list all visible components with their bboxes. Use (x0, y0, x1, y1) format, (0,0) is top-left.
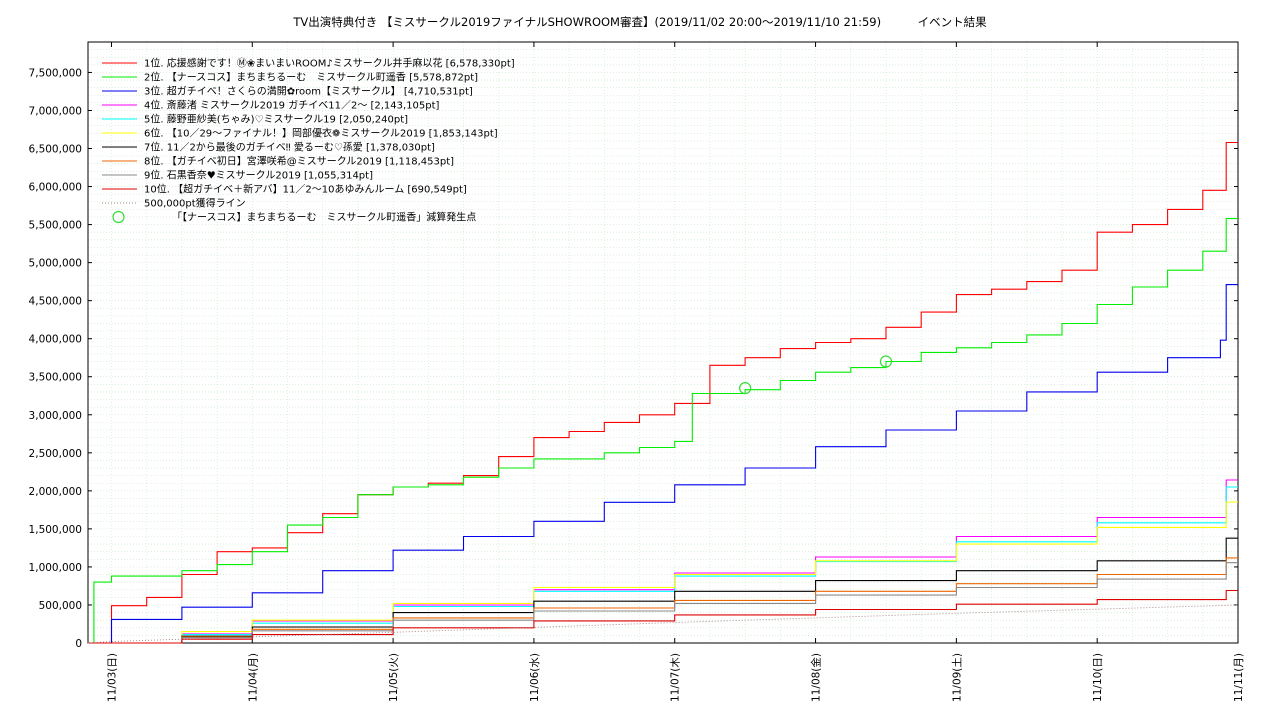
series-line (88, 486, 1238, 644)
y-tick-label: 1,000,000 (29, 562, 82, 574)
y-tick-label: 3,000,000 (29, 410, 82, 422)
x-tick-label: 11/05(火) (388, 653, 400, 702)
series-line (88, 479, 1238, 644)
legend-label: 10位. 【超ガチイベ＋新アバ】11／2～10あゆみんルーム [690,549p… (144, 183, 467, 196)
y-tick-label: 6,000,000 (29, 182, 82, 194)
legend-label: 9位. 石黒香奈♥ミスサークル2019 [1,055,314pt] (144, 169, 373, 182)
series-line (88, 284, 1238, 644)
y-tick-label: 0 (75, 638, 82, 650)
y-tick-label: 500,000 (39, 600, 82, 612)
legend-label: 2位. 【ナースコス】まちまちるーむ ミスサークル町遥香 [5,578,872p… (144, 71, 478, 84)
x-tick-label: 11/06(水) (529, 653, 541, 702)
x-tick-label: 11/10(日) (1092, 653, 1104, 702)
y-tick-label: 7,500,000 (29, 67, 82, 79)
legend-marker-swatch (112, 210, 125, 224)
x-tick-label: 11/07(木) (670, 653, 682, 702)
y-tick-label: 5,500,000 (29, 220, 82, 232)
legend-label: 6位. 【10／29～ファイナル！】岡部優衣❁ミスサークル2019 [1,853… (144, 127, 498, 140)
plot-frame (87, 41, 1239, 644)
series-line (88, 501, 1238, 644)
y-tick-label: 4,500,000 (29, 296, 82, 308)
series-line (88, 218, 1238, 644)
y-tick-label: 3,500,000 (29, 372, 82, 384)
x-tick-label: 11/11(月) (1233, 653, 1245, 702)
series-line (87, 604, 1239, 644)
legend-label: 「【ナースコス】まちまちるーむ ミスサークル町遥香」減算発生点 (172, 211, 476, 224)
y-tick-label: 1,500,000 (29, 524, 82, 536)
y-tick-label: 2,500,000 (29, 448, 82, 460)
decrement-marker (879, 355, 893, 368)
legend-label: 5位. 藤野亜紗美(ちゃみ)♡ミスサークル19 [2,050,240pt] (144, 113, 408, 126)
x-tick-label: 11/04(月) (247, 653, 259, 702)
legend-label: 1位. 応援感謝です！Ⓜ❀まいまいROOM♪ミスサークル井手麻以花 [6,578… (144, 57, 515, 70)
y-tick-label: 7,000,000 (29, 105, 82, 117)
y-tick-label: 5,000,000 (29, 258, 82, 270)
x-tick-label: 11/03(日) (106, 653, 118, 702)
legend-label: 8位. 【ガチイベ初日】宮澤咲希@ミスサークル2019 [1,118,453pt… (144, 155, 454, 168)
legend-label: 4位. 斎藤渚 ミスサークル2019 ガチイベ11／2～ [2,143,105p… (144, 99, 440, 112)
y-tick-label: 4,000,000 (29, 334, 82, 346)
series-line (88, 537, 1238, 644)
series-line (88, 562, 1238, 644)
legend-label: 3位. 超ガチイベ！さくらの満開✿room【ミスサークル】 [4,710,531… (144, 85, 473, 98)
y-tick-label: 2,000,000 (29, 486, 82, 498)
decrement-marker (739, 382, 752, 395)
chart-title: TV出演特典付き 【ミスサークル2019ファイナルSHOWROOM審査】(201… (293, 15, 987, 29)
x-tick-label: 11/08(金) (810, 653, 823, 702)
y-tick-label: 6,500,000 (29, 144, 82, 156)
legend-label: 7位. 11／2から最後のガチイベ‼ 愛るーむ♡孫愛 [1,378,030pt] (144, 141, 435, 154)
x-tick-label: 11/09(土) (950, 653, 963, 702)
legend-label: 500,000pt獲得ライン (144, 197, 246, 210)
series-line (88, 589, 1238, 644)
